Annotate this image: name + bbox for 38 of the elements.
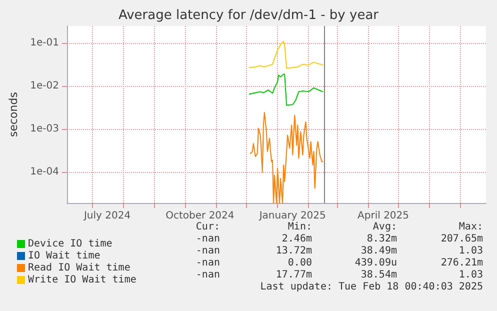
y-tick-label: 1e-01 [30,38,59,49]
text: 1.03 [458,270,483,280]
line-series [248,74,324,106]
line-series [250,112,324,204]
text: Max: [458,222,483,232]
text: 17.77m [276,270,312,280]
y-axis-title: seconds [7,92,20,137]
text: 207.65m [440,234,483,244]
text: -nan [196,258,220,268]
text: 276.21m [440,258,483,268]
text: 38.49m [360,246,397,256]
text: 38.54m [360,270,397,280]
text: Cur: [196,222,220,232]
line-series [248,40,324,69]
text: Last update: Tue Feb 18 00:40:03 2025 [260,282,483,292]
x-tick-label: April 2025 [358,210,410,222]
legend-label: Device IO time [28,238,112,250]
text: -nan [196,234,220,244]
y-tick-label: 1e-02 [30,80,59,92]
legend-label: Read IO Wait time [28,262,130,274]
text: 1.03 [458,246,483,256]
x-tick-label: January 2025 [258,210,326,222]
chart-title: Average latency for /dev/dm-1 - by year [118,8,380,23]
x-tick-label: July 2024 [82,210,131,222]
x-tick-label: October 2024 [166,210,234,222]
text: -nan [196,246,220,256]
text: Min: [288,222,312,232]
y-tick-label: 1e-03 [30,124,59,135]
text: 0.00 [288,258,312,268]
y-tick-label: 1e-04 [30,166,59,178]
text: -nan [196,270,220,280]
text: 8.32m [366,234,397,244]
text: 2.46m [282,234,312,244]
text: 13.72m [276,246,312,256]
legend-label: IO Wait time [28,250,100,262]
legend-label: Write IO Wait time [28,274,136,286]
text: 439.09u [354,258,397,268]
text: Avg: [372,222,397,232]
